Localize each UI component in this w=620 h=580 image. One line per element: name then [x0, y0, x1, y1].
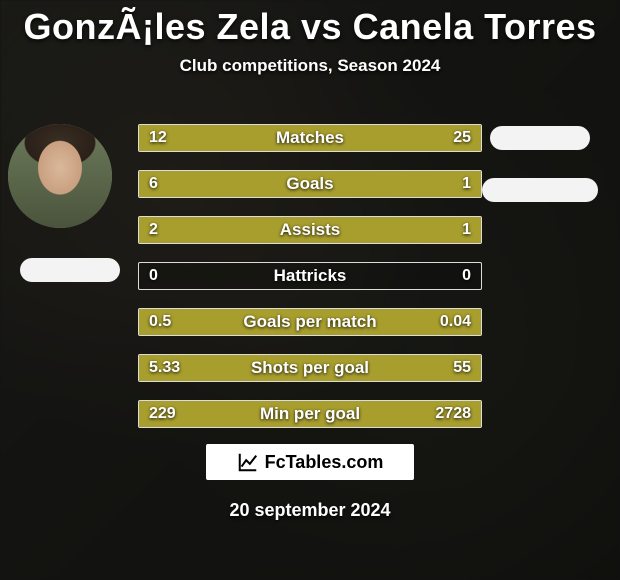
stat-value-right: 1 — [462, 175, 471, 193]
stat-value-right: 1 — [462, 221, 471, 239]
stat-label: Matches — [276, 128, 344, 148]
fctables-logo[interactable]: FcTables.com — [206, 444, 414, 480]
stat-bar: 0 0 Hattricks — [138, 262, 482, 290]
stat-value-left: 229 — [149, 405, 176, 423]
stat-bar: 12 25 Matches — [138, 124, 482, 152]
stat-value-right: 2728 — [435, 405, 471, 423]
stat-label: Goals — [286, 174, 333, 194]
stat-label: Assists — [280, 220, 340, 240]
page-title: GonzÃ¡les Zela vs Canela Torres — [23, 6, 596, 48]
stat-bar: 2 1 Assists — [138, 216, 482, 244]
stat-value-left: 5.33 — [149, 359, 180, 377]
stat-value-left: 0 — [149, 267, 158, 285]
stat-value-left: 2 — [149, 221, 158, 239]
content-root: GonzÃ¡les Zela vs Canela Torres Club com… — [0, 0, 620, 580]
stat-label: Shots per goal — [251, 358, 369, 378]
stat-label: Min per goal — [260, 404, 360, 424]
stat-bar: 6 1 Goals — [138, 170, 482, 198]
chart-icon — [237, 451, 259, 473]
logo-text: FcTables.com — [265, 452, 384, 473]
stat-bar: 0.5 0.04 Goals per match — [138, 308, 482, 336]
stat-value-right: 0.04 — [440, 313, 471, 331]
stat-bars-container: 12 25 Matches 6 1 Goals 2 1 Assists 0 0 Hattricks 0.… — [138, 124, 482, 428]
player1-avatar-face — [8, 124, 112, 228]
stat-value-right: 0 — [462, 267, 471, 285]
player2-name-pill-2 — [482, 178, 598, 202]
player2-name-pill-1 — [490, 126, 590, 150]
stat-fill-right — [432, 171, 481, 197]
stat-label: Goals per match — [243, 312, 376, 332]
stat-bar: 5.33 55 Shots per goal — [138, 354, 482, 382]
stat-value-left: 6 — [149, 175, 158, 193]
stat-value-left: 12 — [149, 129, 167, 147]
generated-date: 20 september 2024 — [229, 500, 390, 521]
stat-value-left: 0.5 — [149, 313, 171, 331]
subtitle: Club competitions, Season 2024 — [180, 56, 441, 76]
stat-value-right: 55 — [453, 359, 471, 377]
player1-name-pill — [20, 258, 120, 282]
stat-value-right: 25 — [453, 129, 471, 147]
player1-avatar — [8, 124, 112, 228]
stat-bar: 229 2728 Min per goal — [138, 400, 482, 428]
stat-label: Hattricks — [274, 266, 347, 286]
